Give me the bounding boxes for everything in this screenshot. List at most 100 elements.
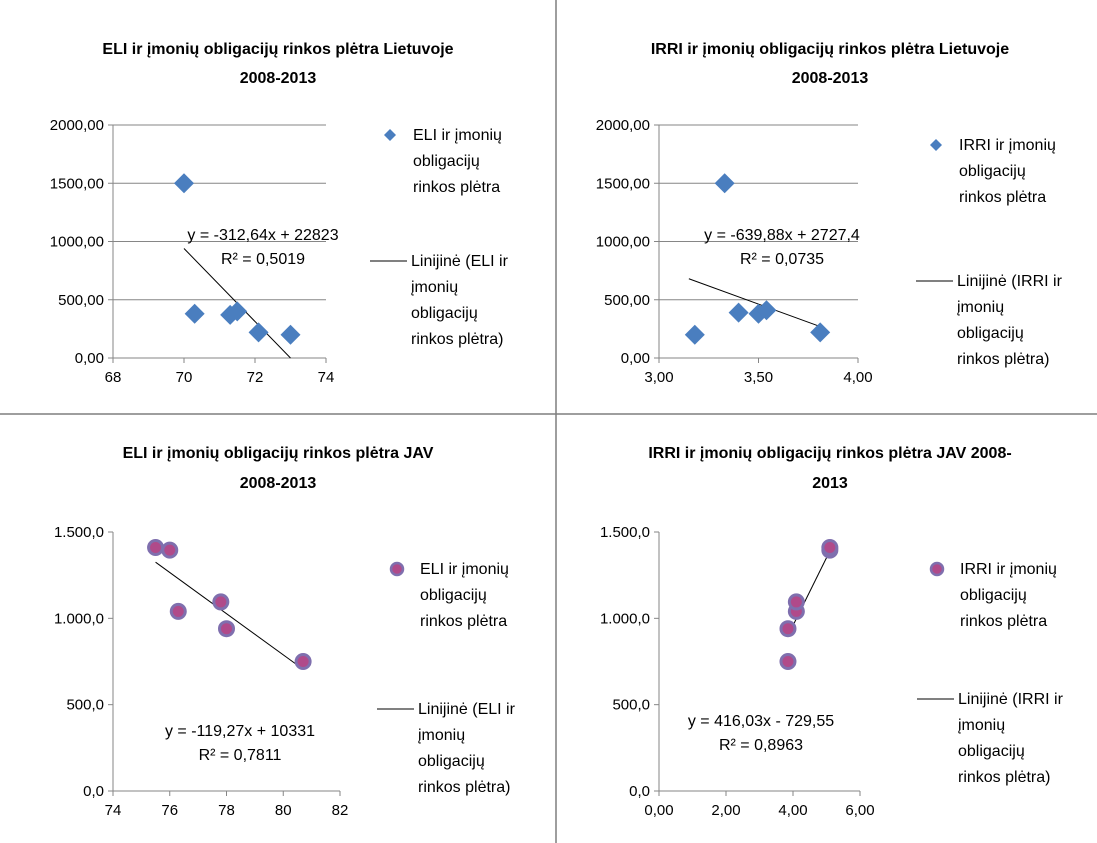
x-tick-label: 6,00 [845,802,874,819]
legend-trendline-label: įmonių [958,717,1005,734]
y-tick-label: 500,00 [604,292,650,309]
legend-trendline-label: obligacijų [958,743,1025,760]
legend-trendline-label: Linijinė (ELI ir [418,701,516,718]
legend-trendline-label: rinkos plėtra) [411,331,503,348]
legend-series-label: rinkos plėtra [959,189,1046,206]
trendline-equation: y = -312,64x + 22823 [187,227,338,244]
legend-series-label: obligacijų [959,163,1026,180]
x-tick-label: 80 [275,802,292,819]
data-point [294,653,312,670]
data-point [787,593,805,611]
legend-trendline-label: obligacijų [418,753,485,770]
x-tick-label: 2,00 [711,802,740,819]
y-tick-label: 500,0 [66,697,104,714]
y-tick-label: 0,00 [621,350,650,367]
trendline-equation: R² = 0,7811 [199,747,282,764]
legend-trendline-label: Linijinė (IRRI ir [958,691,1064,708]
data-point [212,593,230,611]
data-point [821,539,839,557]
data-point [779,620,797,638]
x-tick-label: 74 [105,802,122,819]
legend-trendline-label: įmonių [957,299,1004,316]
data-point [161,541,179,559]
trendline-equation: y = 416,03x - 729,55 [688,713,834,730]
data-point [218,620,235,638]
legend-marker [384,129,396,141]
chart-title: 2013 [812,475,848,492]
chart-title: 2008-2013 [792,70,869,87]
legend-trendline-label: obligacijų [957,325,1024,342]
x-tick-label: 4,00 [778,802,807,819]
trendline-equation: y = -119,27x + 10331 [165,723,315,740]
chart-title: ELI ir įmonių obligacijų rinkos plėtra L… [102,41,453,58]
data-point [248,322,269,343]
legend-series-label: rinkos plėtra [960,613,1047,630]
chart-title: 2008-2013 [240,70,317,87]
chart-panel-4: IRRI ir įmonių obligacijų rinkos plėtra … [600,445,1064,819]
x-tick-label: 68 [105,369,122,386]
legend-trendline-label: įmonių [418,727,465,744]
x-tick-label: 72 [247,369,264,386]
data-point [184,303,205,324]
x-tick-label: 74 [318,369,335,386]
x-tick-label: 70 [176,369,193,386]
y-tick-label: 0,0 [629,783,650,800]
legend-series-label: IRRI ir įmonių [959,137,1056,154]
legend-trendline-label: įmonių [411,279,458,296]
legend-series-label: obligacijų [420,587,487,604]
y-tick-label: 1500,00 [50,175,104,192]
chart-title: ELI ir įmonių obligacijų rinkos plėtra J… [123,445,434,462]
data-point [280,324,301,345]
y-tick-label: 0,00 [75,350,104,367]
y-tick-label: 500,0 [612,697,650,714]
data-point [728,302,749,323]
chart-panel-2: IRRI ir įmonių obligacijų rinkos plėtra … [596,41,1063,386]
legend-series-label: obligacijų [960,587,1027,604]
y-tick-label: 500,00 [58,292,104,309]
chart-panel-3: ELI ir įmonių obligacijų rinkos plėtra J… [54,445,516,819]
y-tick-label: 1000,00 [50,234,104,251]
trendline [787,550,831,636]
trendline-equation: y = -639,88x + 2727,4 [704,227,860,244]
trendline [155,561,304,670]
chart-title: IRRI ir įmonių obligacijų rinkos plėtra … [651,41,1009,58]
y-tick-label: 1.500,0 [600,524,650,541]
trendline-equation: R² = 0,5019 [221,251,305,268]
legend-series-label: ELI ir įmonių [420,561,509,578]
data-point [756,300,777,321]
y-tick-label: 2000,00 [50,117,104,134]
chart-title: 2008-2013 [240,475,317,492]
y-tick-label: 2000,00 [596,117,650,134]
data-point [779,653,797,670]
legend-trendline-label: Linijinė (IRRI ir [957,273,1063,290]
data-point [169,602,187,620]
legend-series-label: obligacijų [413,153,480,170]
chart-title: IRRI ir įmonių obligacijų rinkos plėtra … [648,445,1011,462]
chart-panel-1: ELI ir įmonių obligacijų rinkos plėtra L… [50,41,509,386]
legend-marker [930,139,942,151]
legend-trendline-label: rinkos plėtra) [958,769,1050,786]
y-tick-label: 1500,00 [596,175,650,192]
x-tick-label: 82 [332,802,349,819]
trendline-equation: R² = 0,8963 [719,737,803,754]
x-tick-label: 78 [218,802,235,819]
legend-series-label: rinkos plėtra [420,613,507,630]
x-tick-label: 0,00 [644,802,673,819]
legend-trendline-label: Linijinė (ELI ir [411,253,509,270]
legend-series-label: rinkos plėtra [413,179,500,196]
legend-trendline-label: obligacijų [411,305,478,322]
x-tick-label: 3,00 [644,369,673,386]
x-tick-label: 3,50 [744,369,773,386]
legend-series-label: ELI ir įmonių [413,127,502,144]
data-point [714,173,735,194]
y-tick-label: 1000,00 [596,234,650,251]
trendline-equation: R² = 0,0735 [740,251,824,268]
data-point [810,322,831,343]
x-tick-label: 4,00 [843,369,872,386]
data-point [147,539,165,557]
data-point [684,324,705,345]
y-tick-label: 1.000,0 [600,610,650,627]
y-tick-label: 0,0 [83,783,104,800]
legend-trendline-label: rinkos plėtra) [957,351,1049,368]
